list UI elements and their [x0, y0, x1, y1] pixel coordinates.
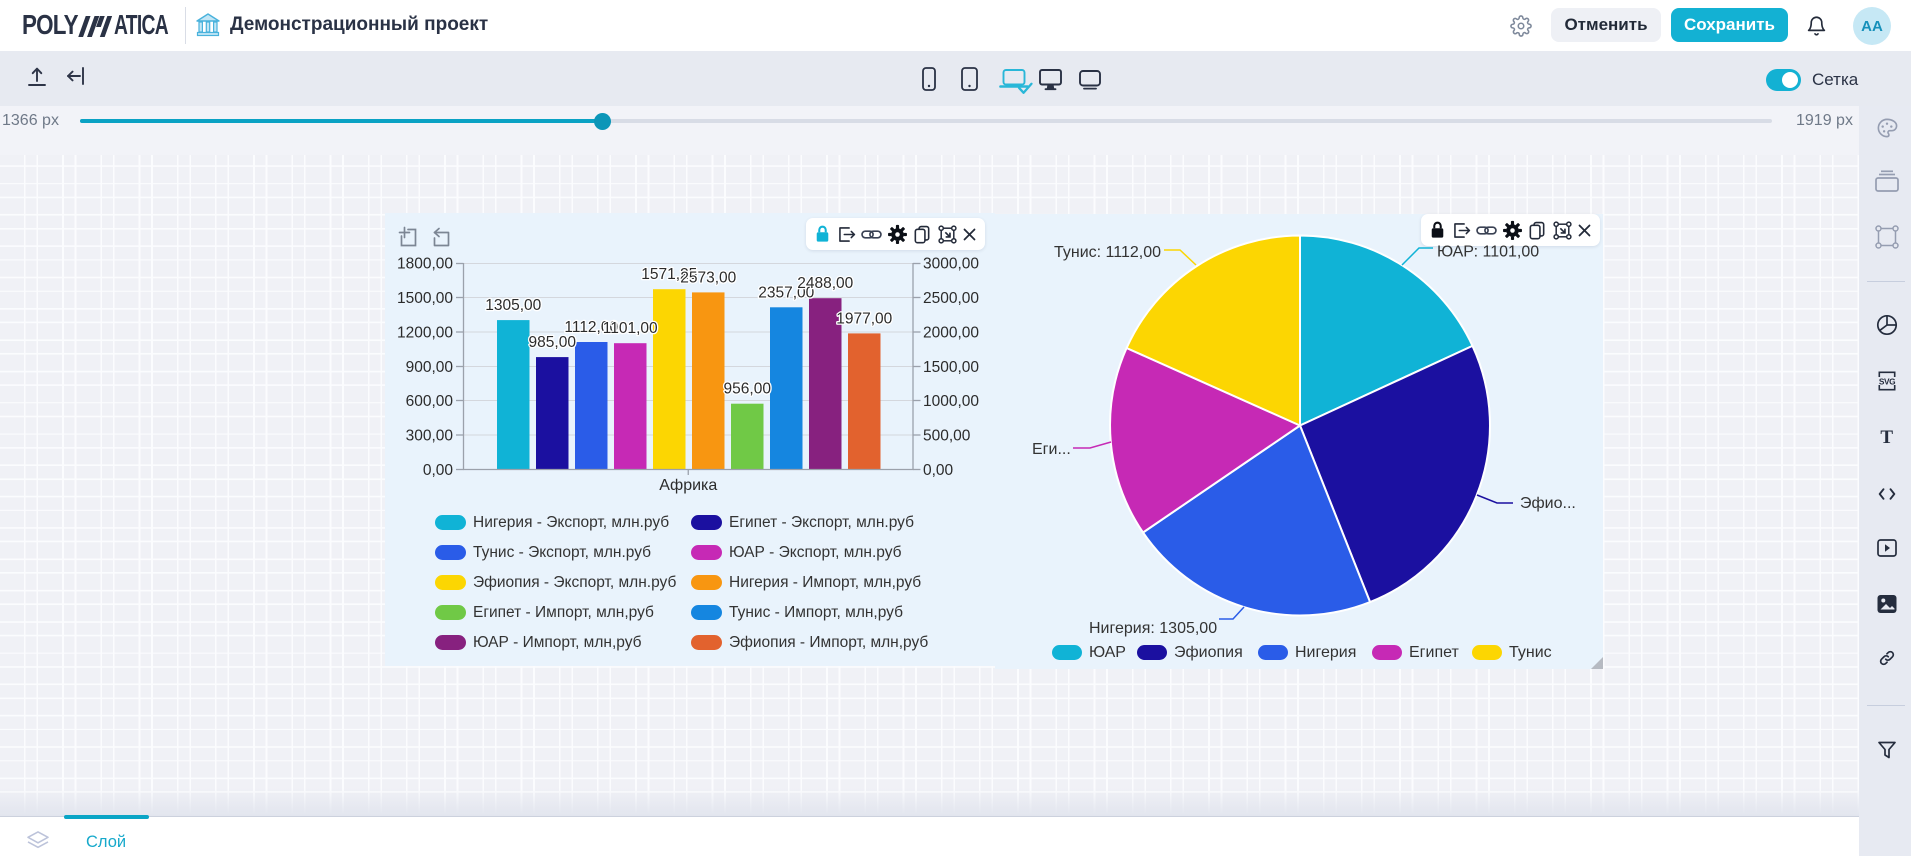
svg-text:1000,00: 1000,00 [923, 393, 979, 410]
svg-text:2500,00: 2500,00 [923, 290, 979, 307]
svg-text:2357,00: 2357,00 [758, 284, 814, 301]
svg-text:1571,25: 1571,25 [641, 266, 697, 283]
svg-text:Африка: Африка [659, 477, 717, 494]
svg-text:956,00: 956,00 [724, 381, 772, 398]
svg-text:985,00: 985,00 [529, 334, 577, 351]
svg-text:1101,00: 1101,00 [603, 320, 658, 337]
svg-text:Еги...: Еги... [1032, 441, 1071, 458]
svg-text:1500,00: 1500,00 [397, 290, 453, 307]
svg-text:1200,00: 1200,00 [397, 325, 453, 342]
svg-text:500,00: 500,00 [923, 428, 971, 445]
svg-text:0,00: 0,00 [923, 462, 954, 479]
svg-text:2573,00: 2573,00 [680, 269, 736, 286]
svg-text:1500,00: 1500,00 [923, 359, 979, 376]
svg-text:1305,00: 1305,00 [485, 297, 541, 314]
svg-text:ЮАР: 1101,00: ЮАР: 1101,00 [1437, 244, 1539, 261]
svg-text:1112,00: 1112,00 [564, 319, 618, 336]
svg-text:1977,00: 1977,00 [836, 310, 892, 327]
svg-text:SVG: SVG [1879, 376, 1895, 386]
svg-text:3000,00: 3000,00 [923, 256, 979, 273]
svg-text:300,00: 300,00 [406, 428, 454, 445]
svg-text:0,00: 0,00 [423, 462, 454, 479]
svg-text:900,00: 900,00 [406, 359, 454, 376]
svg-text:1800,00: 1800,00 [397, 256, 453, 273]
svg-text:2488,00: 2488,00 [797, 275, 853, 292]
svg-text:Тунис: 1112,00: Тунис: 1112,00 [1054, 244, 1161, 261]
svg-text:Нигерия: 1305,00: Нигерия: 1305,00 [1089, 620, 1217, 637]
svg-text:600,00: 600,00 [406, 393, 454, 410]
svg-text:2000,00: 2000,00 [923, 325, 979, 342]
svg-text:Эфио...: Эфио... [1520, 495, 1576, 512]
